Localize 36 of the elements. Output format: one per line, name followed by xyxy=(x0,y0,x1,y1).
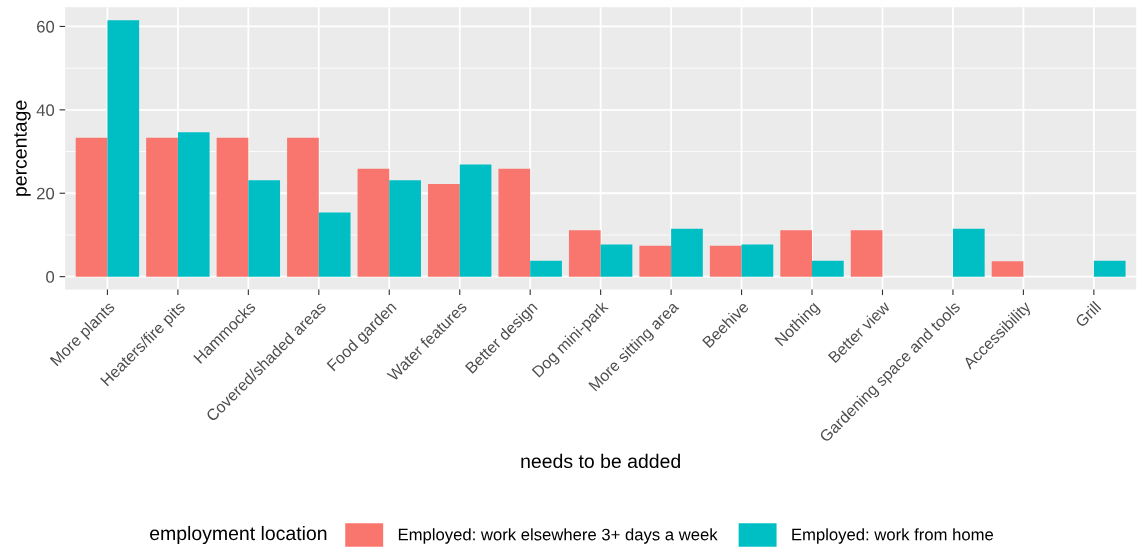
bar xyxy=(1093,260,1126,277)
legend-label: Employed: work from home xyxy=(792,528,994,544)
bar xyxy=(639,245,672,277)
bar xyxy=(671,228,703,277)
x-axis-title: needs to be added xyxy=(521,453,680,469)
bar xyxy=(357,168,390,277)
bar xyxy=(498,168,531,277)
bar xyxy=(318,212,351,277)
bar xyxy=(287,137,319,277)
bar xyxy=(530,260,562,277)
bar xyxy=(812,260,844,277)
bar xyxy=(741,244,774,277)
bar xyxy=(568,230,601,277)
bar xyxy=(991,261,1024,277)
bar xyxy=(248,180,281,277)
bar xyxy=(850,230,883,277)
bar xyxy=(389,180,421,277)
y-tick-label: 20 xyxy=(37,187,55,200)
bar xyxy=(459,164,492,277)
bar xyxy=(709,245,742,277)
bar xyxy=(600,244,633,277)
bar xyxy=(428,184,460,277)
y-axis-title: percentage xyxy=(14,100,31,196)
x-tick-label: Grill xyxy=(1074,300,1102,328)
bar xyxy=(75,137,108,277)
legend-label: Employed: work elsewhere 3+ days a week xyxy=(398,528,718,544)
bar xyxy=(216,137,249,277)
bar xyxy=(146,137,178,277)
bar xyxy=(107,20,140,277)
y-tick-label: 0 xyxy=(46,271,55,283)
legend-title: employment location xyxy=(150,525,327,545)
y-tick-label: 40 xyxy=(36,104,55,117)
y-tick-label: 60 xyxy=(37,20,55,33)
bar xyxy=(780,230,813,277)
bar xyxy=(952,228,985,277)
bar xyxy=(177,132,210,277)
